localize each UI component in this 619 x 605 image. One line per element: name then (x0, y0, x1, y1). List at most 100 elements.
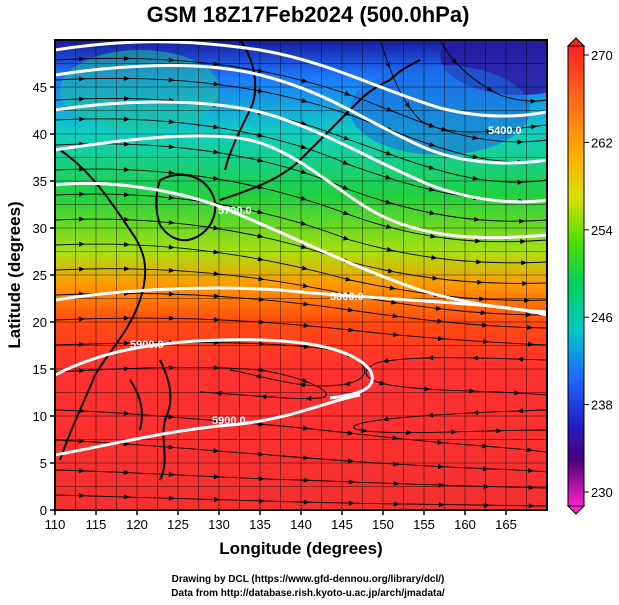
wind-arrowhead (348, 500, 355, 506)
y-tick-label: 15 (33, 362, 47, 377)
wind-arrowhead (393, 501, 400, 507)
wind-arrowhead (213, 317, 220, 323)
wind-arrowhead (300, 169, 308, 175)
wind-arrowhead (301, 78, 308, 83)
colorbar-tick-label: 254 (591, 223, 613, 238)
wind-arrowhead (431, 254, 438, 260)
x-tick-label: 125 (167, 517, 189, 532)
wind-arrowhead (348, 479, 355, 485)
wind-arrowhead (520, 238, 527, 244)
wind-arrowhead (78, 216, 85, 222)
wind-arrowhead (78, 368, 85, 374)
wind-arrowhead (472, 410, 479, 416)
wind-arrowhead (78, 468, 85, 474)
wind-arrowhead (215, 390, 222, 396)
wind-arrowhead (123, 95, 130, 101)
wind-arrowhead (387, 268, 395, 274)
wind-arrowhead (472, 135, 479, 141)
x-tick-label: 140 (290, 517, 312, 532)
contour-label-5900-south: 5900.0 (212, 415, 246, 427)
wind-arrowhead (344, 90, 351, 96)
wind-arrowhead (527, 325, 534, 331)
credit-data: Data from http://database.rish.kyoto-u.a… (171, 588, 445, 599)
wind-arrowhead (258, 367, 265, 373)
wind-arrowhead (168, 471, 175, 477)
wind-arrowhead (451, 58, 458, 65)
wind-arrowhead (123, 141, 130, 147)
wind-arrowhead (258, 421, 265, 427)
wind-arrowhead (406, 430, 413, 436)
y-tick-label: 30 (33, 221, 47, 236)
wind-arrowhead (123, 266, 130, 272)
wind-arrowhead (486, 129, 493, 134)
wind-arrowhead (435, 305, 442, 311)
wind-arrowhead (213, 271, 220, 277)
wind-arrowhead (480, 310, 487, 316)
x-tick-label: 165 (495, 517, 517, 532)
wind-arrowhead (303, 477, 310, 483)
wind-arrowhead (428, 165, 435, 170)
wind-arrowhead (168, 267, 175, 273)
wind-arrowhead (298, 382, 306, 388)
wind-arrowhead (168, 119, 175, 125)
wind-arrowhead (303, 425, 310, 431)
wind-arrowhead (257, 256, 264, 262)
wind-arrowhead (386, 247, 394, 252)
wind-arrowhead (441, 126, 448, 132)
wind-arrowhead (213, 175, 220, 181)
colorbar-bottom-triangle (566, 505, 586, 515)
wind-arrowhead (78, 266, 85, 272)
y-tick-label: 10 (33, 409, 47, 424)
wind-arrows (78, 55, 538, 509)
wind-arrowhead (348, 458, 355, 464)
wind-arrowhead (348, 327, 355, 333)
colorbar-tick-label: 230 (591, 485, 613, 500)
wind-arrowhead (437, 439, 444, 445)
wind-arrowhead (391, 299, 398, 305)
y-axis-label: Latitude (degrees) (5, 201, 24, 348)
wind-arrowhead (514, 390, 521, 396)
wind-arrowhead (517, 139, 524, 145)
wind-arrowhead (345, 276, 352, 282)
wind-arrowhead (258, 341, 265, 347)
wind-arrowhead (213, 225, 220, 231)
colorbar-ticks: 270 262 254 246 238 230 (584, 48, 613, 500)
wind-arrowhead (78, 241, 85, 247)
wind-arrowhead (301, 98, 308, 103)
wind-arrowhead (213, 448, 220, 454)
y-axis-ticks: 0 5 10 15 20 25 30 35 40 45 (33, 80, 55, 518)
wind-arrowhead (168, 144, 175, 150)
wind-arrowhead (519, 218, 526, 224)
wind-arrowhead (438, 482, 445, 488)
wind-arrowhead (429, 210, 436, 216)
map-plot-area: 5400.0 5700.0 5800.0 5900.0 5900.0 (55, 40, 547, 510)
wind-arrowhead (379, 380, 386, 386)
wind-arrowhead (213, 149, 220, 155)
wind-arrowhead (303, 499, 310, 505)
wind-arrowhead (522, 280, 529, 286)
wind-arrowhead (78, 56, 85, 62)
wind-arrowhead (385, 174, 392, 180)
wind-arrowhead (213, 61, 220, 67)
wind-arrowhead (517, 408, 524, 414)
wind-arrowhead (123, 366, 130, 372)
wind-arrowhead (213, 497, 220, 503)
x-tick-label: 150 (372, 517, 394, 532)
wind-arrowhead (482, 339, 489, 345)
wind-arrowhead (483, 502, 490, 508)
wind-arrowhead (258, 498, 265, 504)
wind-arrowhead (123, 217, 130, 223)
wind-arrowhead (168, 444, 175, 450)
wind-arrowhead (168, 315, 175, 321)
y-tick-label: 35 (33, 174, 47, 189)
y-tick-label: 45 (33, 80, 47, 95)
wind-arrowhead (258, 296, 265, 302)
wind-arrowhead (392, 313, 399, 319)
x-tick-label: 160 (454, 517, 476, 532)
wind-arrowhead (123, 410, 130, 416)
wind-arrowhead (469, 388, 476, 394)
wind-arrowhead (123, 167, 130, 173)
wind-arrowhead (260, 394, 267, 400)
wind-arrowhead (258, 319, 265, 325)
wind-arrowhead (525, 312, 532, 318)
